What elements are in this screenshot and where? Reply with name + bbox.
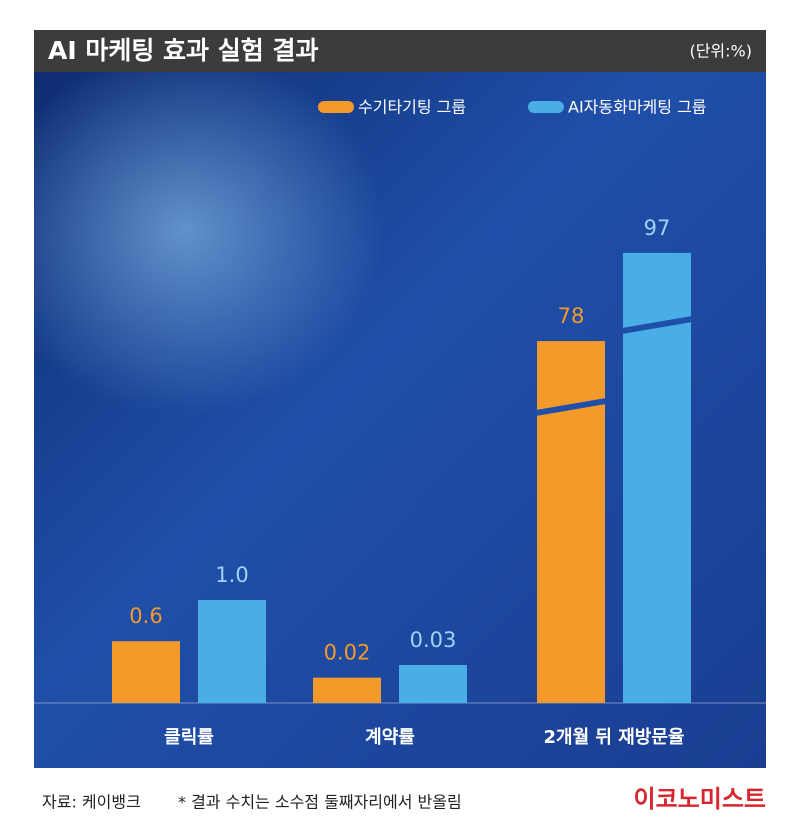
legend-swatch [528, 101, 564, 113]
x-tick-label: 계약률 [365, 726, 415, 748]
source: 자료: 케이뱅크 [42, 793, 141, 812]
value-label: 1.0 [215, 563, 248, 587]
value-label: 0.6 [129, 604, 162, 628]
unit: (단위:%) [689, 42, 752, 61]
legend-label: 수기타기팅 그룹 [358, 98, 466, 117]
axis-break [622, 316, 692, 334]
value-label: 0.03 [410, 628, 457, 652]
x-tick-label: 2개월 뒤 재방문율 [544, 727, 685, 748]
bar [313, 677, 381, 703]
value-label: 97 [644, 216, 671, 240]
note: * 결과 수치는 소수점 둘째자리에서 반올림 [178, 793, 462, 812]
bar [537, 341, 605, 703]
value-label: 0.02 [324, 641, 371, 665]
title-bar [34, 30, 766, 72]
bar [198, 600, 266, 703]
legend-swatch [318, 101, 354, 113]
bar [399, 664, 467, 703]
decoration [34, 70, 534, 530]
chart-title: AI 마케팅 효과 실험 결과 [48, 36, 318, 65]
value-label: 78 [558, 304, 585, 328]
x-tick-label: 클릭률 [164, 727, 214, 748]
axis-break [536, 398, 606, 416]
bar [112, 641, 180, 703]
logo: 이코노미스트 [634, 785, 766, 813]
legend-label: AI자동화마케팅 그룹 [568, 98, 707, 117]
